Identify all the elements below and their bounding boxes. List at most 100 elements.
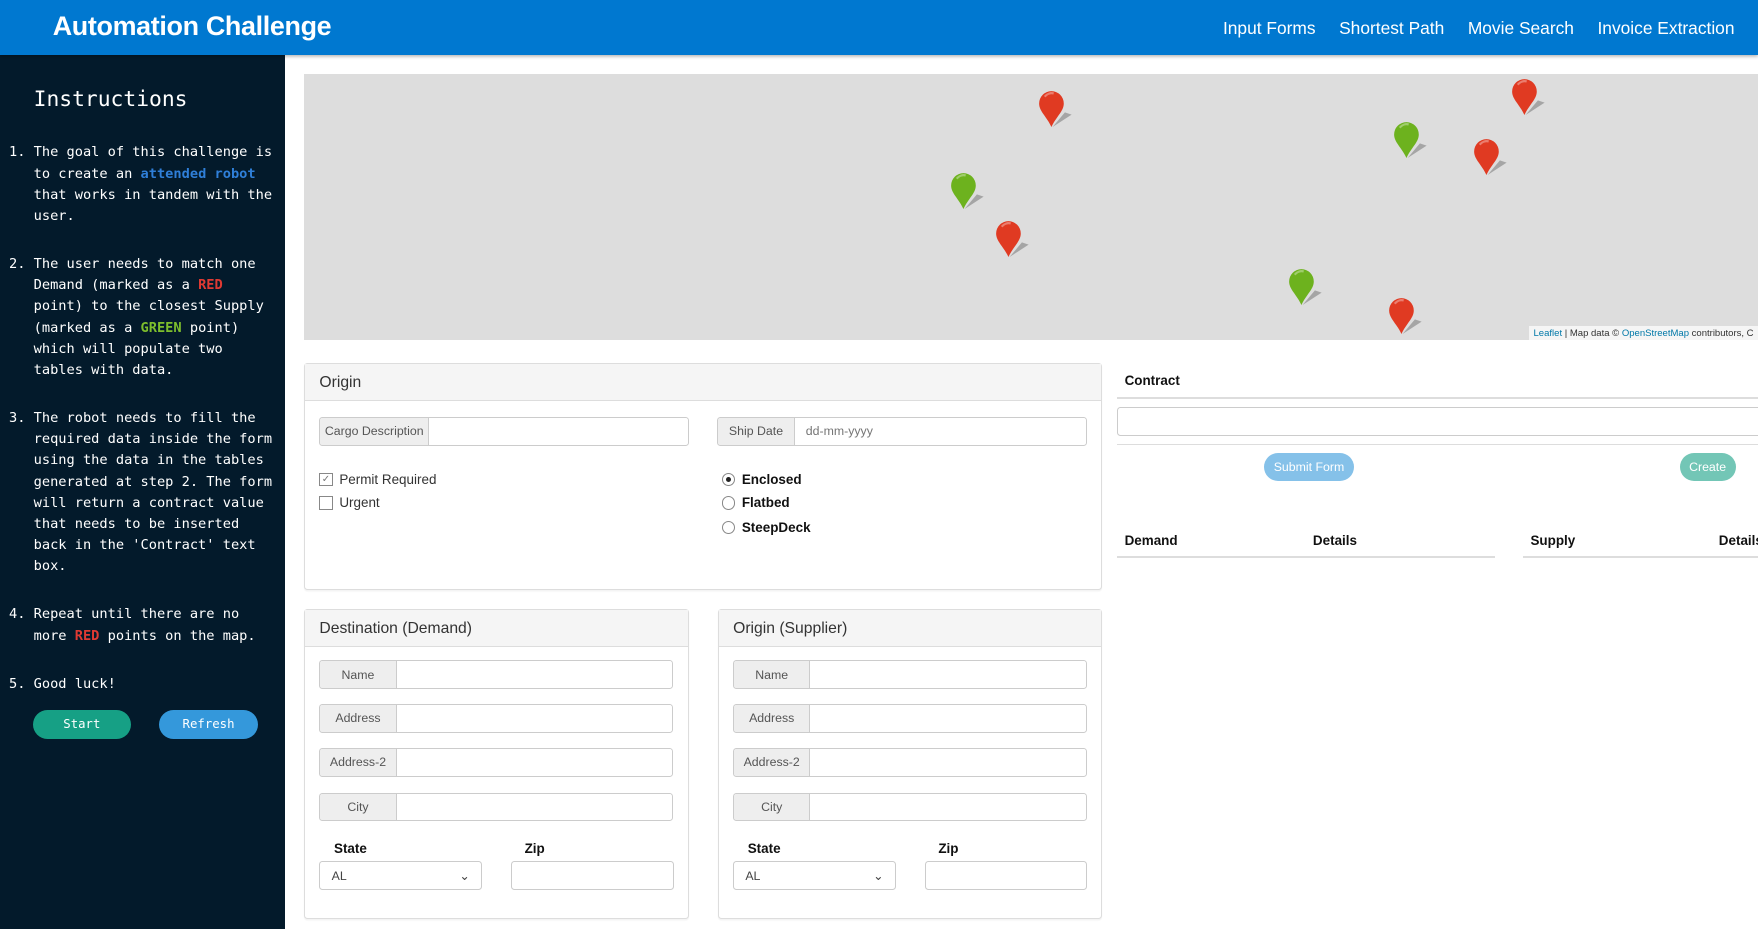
osm-link[interactable]: OpenStreetMap	[1621, 327, 1690, 339]
sup-address-label: Address	[734, 704, 811, 732]
highlight-attended-robot: attended robot	[140, 165, 256, 182]
top-navbar: Automation Challenge Input Forms Shortes…	[0, 0, 1758, 55]
attribution-text: contributors, C	[1689, 327, 1754, 339]
step-text-part: points on the map.	[99, 627, 256, 644]
radio-steepdeck[interactable]: SteepDeck	[721, 520, 811, 535]
leaflet-link[interactable]: Leaflet	[1533, 327, 1563, 339]
checkbox-icon	[319, 496, 333, 510]
demand-table-header-demand: Demand	[1124, 532, 1178, 548]
instruction-step: 1. The goal of this challenge is to creat…	[9, 142, 278, 227]
radio-icon	[721, 521, 736, 535]
highlight-green: GREEN	[140, 319, 182, 336]
instructions-sidebar: Instructions 1. The goal of this challeng…	[0, 54, 285, 929]
ship-date-group: Ship Date	[717, 416, 1088, 446]
supply-table-header-details: Details	[1718, 532, 1758, 548]
supply-marker-icon[interactable]	[950, 172, 984, 209]
contract-input[interactable]	[1116, 406, 1758, 437]
map[interactable]: Leaflet | Map data © OpenStreetMap contr…	[303, 73, 1758, 340]
radio-flatbed[interactable]: Flatbed	[721, 495, 790, 510]
ship-date-label: Ship Date	[718, 417, 795, 445]
step-text: The goal of this challenge is to create …	[34, 142, 278, 227]
dest-state-label: State	[333, 840, 367, 856]
demand-marker-icon[interactable]	[1038, 90, 1072, 127]
dest-name-input[interactable]	[396, 661, 673, 689]
dest-city-group: City	[319, 792, 674, 822]
instructions-title: Instructions	[33, 87, 188, 113]
step-text-part: Repeat until there are no more	[33, 606, 240, 644]
sup-zip-input[interactable]	[924, 860, 1088, 891]
supply-table-divider	[1522, 556, 1758, 559]
step-text: The robot needs to fill the required dat…	[33, 410, 273, 575]
permit-required-label: Permit Required	[339, 471, 437, 487]
chevron-down-icon: ⌄	[459, 868, 470, 883]
cargo-description-label: Cargo Description	[320, 417, 430, 445]
dest-zip-input[interactable]	[511, 860, 674, 891]
dest-address-group: Address	[319, 703, 674, 733]
sup-state-select[interactable]: AL ⌄	[733, 860, 896, 891]
instruction-step: 4. Repeat until there are no more RED poi…	[9, 604, 278, 646]
radio-label: Enclosed	[741, 471, 802, 487]
supplier-panel: Origin (Supplier) Name Address Address-2…	[717, 608, 1102, 920]
sup-zip-label: Zip	[938, 840, 959, 856]
create-button[interactable]: Create	[1679, 452, 1736, 481]
sup-name-label: Name	[734, 661, 811, 689]
step-number: 4.	[8, 606, 26, 623]
checkbox-checked-icon: ✓	[319, 472, 333, 486]
sup-state-value: AL	[745, 868, 761, 883]
step-text: The user needs to match one Demand (mark…	[34, 254, 278, 381]
sup-state-label: State	[747, 840, 781, 856]
radio-selected-icon	[721, 472, 736, 486]
dest-name-group: Name	[319, 660, 674, 690]
dest-state-select[interactable]: AL ⌄	[319, 860, 482, 891]
attribution-text: | Map data ©	[1562, 327, 1622, 339]
sup-city-label: City	[734, 793, 811, 821]
nav-shortest-path[interactable]: Shortest Path	[1339, 17, 1445, 38]
demand-marker-icon[interactable]	[995, 220, 1029, 257]
destination-panel-title: Destination (Demand)	[304, 609, 689, 647]
step-number: 1.	[8, 144, 26, 161]
divider	[1116, 443, 1758, 446]
step-text-part: point) to the closest Supply (marked as …	[33, 298, 264, 336]
submit-form-button[interactable]: Submit Form	[1263, 452, 1355, 481]
step-number: 2.	[8, 256, 26, 273]
sup-city-input[interactable]	[810, 793, 1087, 821]
step-text-part: that works in tandem with the user.	[33, 186, 273, 224]
dest-address-input[interactable]	[396, 704, 673, 732]
demand-marker-icon[interactable]	[1473, 138, 1507, 175]
cargo-description-group: Cargo Description	[319, 416, 690, 446]
dest-address2-label: Address-2	[320, 748, 397, 776]
destination-panel: Destination (Demand) Name Address Addres…	[303, 608, 690, 920]
demand-table-divider	[1116, 556, 1495, 559]
demand-table-header-details: Details	[1312, 532, 1357, 548]
step-number: 3.	[8, 410, 26, 427]
dest-city-input[interactable]	[396, 793, 673, 821]
demand-marker-icon[interactable]	[1388, 297, 1422, 335]
main-nav: Input Forms Shortest Path Movie Search I…	[1223, 18, 1735, 39]
refresh-button[interactable]: Refresh	[159, 709, 258, 739]
sup-address-input[interactable]	[810, 704, 1087, 732]
step-text-part: The goal of this challenge is to create …	[33, 144, 273, 182]
supply-marker-icon[interactable]	[1393, 121, 1427, 159]
sup-name-input[interactable]	[810, 661, 1087, 689]
cargo-description-input[interactable]	[429, 417, 689, 445]
step-text-part: point) which will populate two tables wi…	[33, 319, 240, 378]
sup-city-group: City	[733, 792, 1088, 822]
nav-movie-search[interactable]: Movie Search	[1467, 17, 1574, 38]
origin-panel: Origin Cargo Description Ship Date ✓ Perm…	[303, 363, 1102, 590]
app-title: Automation Challenge	[52, 11, 332, 42]
nav-invoice-extraction[interactable]: Invoice Extraction	[1597, 17, 1735, 38]
instruction-step: 5. Good luck!	[9, 674, 278, 695]
highlight-red: RED	[198, 277, 223, 294]
step-text: Good luck!	[33, 675, 116, 692]
start-button[interactable]: Start	[32, 709, 132, 739]
nav-input-forms[interactable]: Input Forms	[1222, 17, 1316, 38]
sup-name-group: Name	[733, 660, 1088, 690]
sup-address2-input[interactable]	[810, 748, 1087, 776]
dest-address2-input[interactable]	[396, 748, 673, 776]
supply-marker-icon[interactable]	[1288, 268, 1322, 305]
ship-date-input[interactable]	[794, 417, 1087, 445]
radio-enclosed[interactable]: Enclosed	[721, 471, 802, 487]
demand-marker-icon[interactable]	[1511, 78, 1546, 116]
urgent-checkbox[interactable]: Urgent	[319, 495, 380, 510]
permit-required-checkbox[interactable]: ✓ Permit Required	[319, 472, 436, 487]
